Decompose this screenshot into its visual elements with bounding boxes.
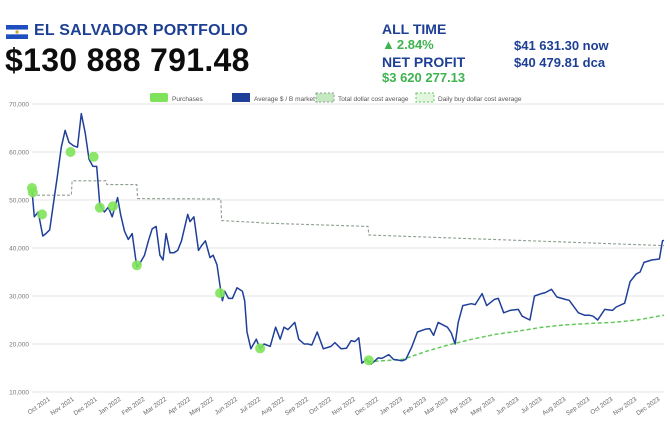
net-profit-value: $3 620 277.13: [382, 70, 466, 85]
all-time-label: ALL TIME: [382, 21, 447, 37]
x-tick-label: Nov 2021: [49, 396, 76, 417]
x-tick-label: Jun 2023: [495, 396, 521, 417]
y-tick-label: 60,000: [9, 150, 29, 157]
purchase-marker: [363, 355, 374, 366]
x-tick-label: Nov 2022: [331, 396, 358, 417]
purchase-marker: [131, 260, 142, 271]
x-tick-label: Dec 2022: [354, 396, 381, 417]
x-tick-label: Nov 2023: [612, 396, 639, 417]
x-tick-label: Oct 2021: [27, 396, 52, 417]
x-tick-label: Aug 2023: [541, 396, 568, 417]
all-time-change-value: 2.84%: [396, 37, 434, 52]
legend-swatch-daily-dca: [415, 92, 435, 103]
x-tick-label: Sep 2023: [565, 396, 592, 417]
el-salvador-flag-icon: [6, 25, 28, 39]
series-price-line: [31, 112, 665, 365]
purchase-marker: [107, 201, 118, 212]
x-tick-label: Jul 2023: [520, 396, 544, 416]
x-tick-label: May 2023: [470, 396, 497, 418]
y-tick-label: 10,000: [9, 390, 29, 397]
y-tick-label: 40,000: [9, 246, 29, 253]
x-tick-label: Jul 2022: [239, 396, 263, 416]
series-total-dca-line: [32, 180, 665, 247]
price-now: $41 631.30 now: [514, 38, 609, 53]
legend-swatch-total-dca: [315, 92, 335, 103]
legend-label: Daily buy dollar cost average: [438, 96, 522, 103]
x-tick-label: Sep 2022: [284, 396, 311, 417]
price-dca: $40 479.81 dca: [514, 55, 606, 70]
triangle-up-icon: ▲: [382, 37, 395, 52]
x-tick-label: Jan 2023: [379, 396, 405, 417]
x-tick-label: Dec 2023: [635, 396, 662, 417]
legend-label: Total dollar cost average: [338, 96, 409, 103]
x-tick-label: Aug 2022: [260, 396, 287, 417]
purchase-marker: [37, 209, 48, 220]
series-daily-dca-line: [367, 314, 665, 363]
purchase-marker: [215, 288, 226, 299]
all-time-change: ▲ 2.84%: [382, 37, 434, 52]
flag-stripe-bottom: [6, 34, 28, 39]
purchase-marker: [94, 202, 105, 213]
x-tick-label: Dec 2021: [73, 396, 100, 417]
legend-swatch-purchases: [150, 93, 168, 102]
x-tick-label: Oct 2023: [589, 396, 614, 417]
y-tick-label: 70,000: [9, 102, 29, 109]
purchase-marker: [88, 151, 99, 162]
chart-svg: Purchases Average $ / B market price Total…: [9, 92, 665, 418]
x-tick-label: Mar 2022: [142, 396, 168, 417]
y-tick-label: 50,000: [9, 198, 29, 205]
purchase-marker: [65, 147, 76, 157]
y-tick-label: 20,000: [9, 342, 29, 349]
purchase-marker: [27, 187, 38, 198]
purchase-marker: [255, 343, 266, 354]
x-tick-label: Mar 2023: [424, 396, 450, 417]
x-tick-label: May 2022: [188, 396, 215, 418]
portfolio-header: EL SALVADOR PORTFOLIO $130 888 791.48 AL…: [0, 0, 670, 90]
flag-stripe-top: [6, 25, 28, 30]
portfolio-chart: Purchases Average $ / B market price Total…: [0, 90, 670, 432]
portfolio-total-value: $130 888 791.48: [5, 42, 250, 78]
legend-swatch-price: [232, 93, 250, 102]
x-tick-label: Jun 2022: [214, 396, 240, 417]
portfolio-title: EL SALVADOR PORTFOLIO: [34, 22, 248, 39]
y-tick-label: 30,000: [9, 294, 29, 301]
legend-label: Average $ / B market price: [254, 96, 331, 103]
flag-emblem: [15, 30, 19, 34]
legend-label: Purchases: [172, 96, 203, 103]
x-tick-label: Jan 2022: [97, 396, 123, 417]
net-profit-label: NET PROFIT: [382, 54, 466, 70]
x-tick-label: Oct 2022: [308, 396, 333, 417]
